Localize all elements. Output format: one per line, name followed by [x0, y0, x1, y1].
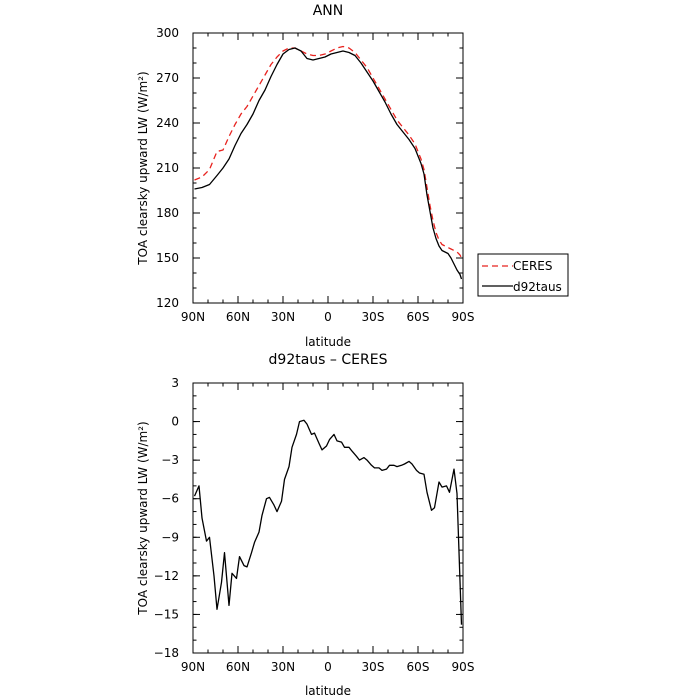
- top-ticks: 90N 60N 30N 0 30S 60S 90S 120 150 180 210 240 270 300: [156, 26, 474, 324]
- top-xtick-label: 90N: [181, 310, 205, 324]
- bottom-ytick-label: 0: [171, 415, 179, 429]
- bottom-xtick-label: 30N: [271, 660, 295, 674]
- top-xtick-label: 60N: [226, 310, 250, 324]
- top-ytick-label: 120: [156, 296, 179, 310]
- bottom-ytick-label: −12: [154, 569, 179, 583]
- top-plot-area: [194, 45, 463, 280]
- legend-label-d92taus: d92taus: [513, 280, 562, 294]
- bottom-xtick-label: 60N: [226, 660, 250, 674]
- bottom-ytick-label: −18: [154, 646, 179, 660]
- top-xtick-label: 90S: [452, 310, 475, 324]
- bottom-ticks: 90N 60N 30N 0 30S 60S 90S 3 0 −3 −6 −9 −12 −15 −18: [154, 376, 475, 674]
- top-x-axis-label: latitude: [305, 335, 351, 349]
- bottom-ytick-label: −6: [161, 492, 179, 506]
- top-ytick-label: 240: [156, 116, 179, 130]
- top-y-axis-label: TOA clearsky upward LW (W/m²): [136, 71, 150, 265]
- bottom-panel: d92taus – CERES TOA clearsky upward LW (…: [136, 352, 474, 698]
- bottom-x-axis-label: latitude: [305, 684, 351, 698]
- top-xtick-label: 60S: [407, 310, 430, 324]
- top-series-line-d92taus: [194, 47, 463, 280]
- bottom-xtick-label: 60S: [407, 660, 430, 674]
- top-xtick-label: 30S: [362, 310, 385, 324]
- legend-box: [477, 253, 569, 297]
- top-ytick-label: 150: [156, 251, 179, 265]
- bottom-ytick-label: −9: [161, 530, 179, 544]
- top-chart-title: ANN: [313, 3, 344, 19]
- top-series-line-ceres: [194, 45, 463, 259]
- bottom-xtick-label: 90N: [181, 660, 205, 674]
- bottom-ytick-label: 3: [171, 376, 179, 390]
- bottom-plot-area: [193, 419, 463, 625]
- bottom-y-axis-label: TOA clearsky upward LW (W/m²): [136, 421, 150, 615]
- legend-label-ceres: CERES: [513, 259, 553, 273]
- bottom-xtick-label: 0: [324, 660, 332, 674]
- bottom-ytick-label: −15: [154, 607, 179, 621]
- bottom-xtick-label: 90S: [452, 660, 475, 674]
- bottom-chart-title: d92taus – CERES: [269, 352, 388, 368]
- bottom-xtick-label: 30S: [362, 660, 385, 674]
- bottom-series-line-difference: [193, 419, 463, 625]
- bottom-ytick-label: −3: [161, 453, 179, 467]
- top-legend: CERES d92taus: [477, 253, 569, 297]
- top-panel: ANN TOA clearsky upward LW (W/m²) latitu…: [136, 3, 474, 349]
- top-plot-frame: [192, 32, 464, 304]
- bottom-plot-frame: [192, 382, 464, 654]
- top-xtick-label: 30N: [271, 310, 295, 324]
- top-ytick-label: 270: [156, 71, 179, 85]
- top-xtick-label: 0: [324, 310, 332, 324]
- top-ytick-label: 300: [156, 26, 179, 40]
- top-ytick-label: 180: [156, 206, 179, 220]
- top-ytick-label: 210: [156, 161, 179, 175]
